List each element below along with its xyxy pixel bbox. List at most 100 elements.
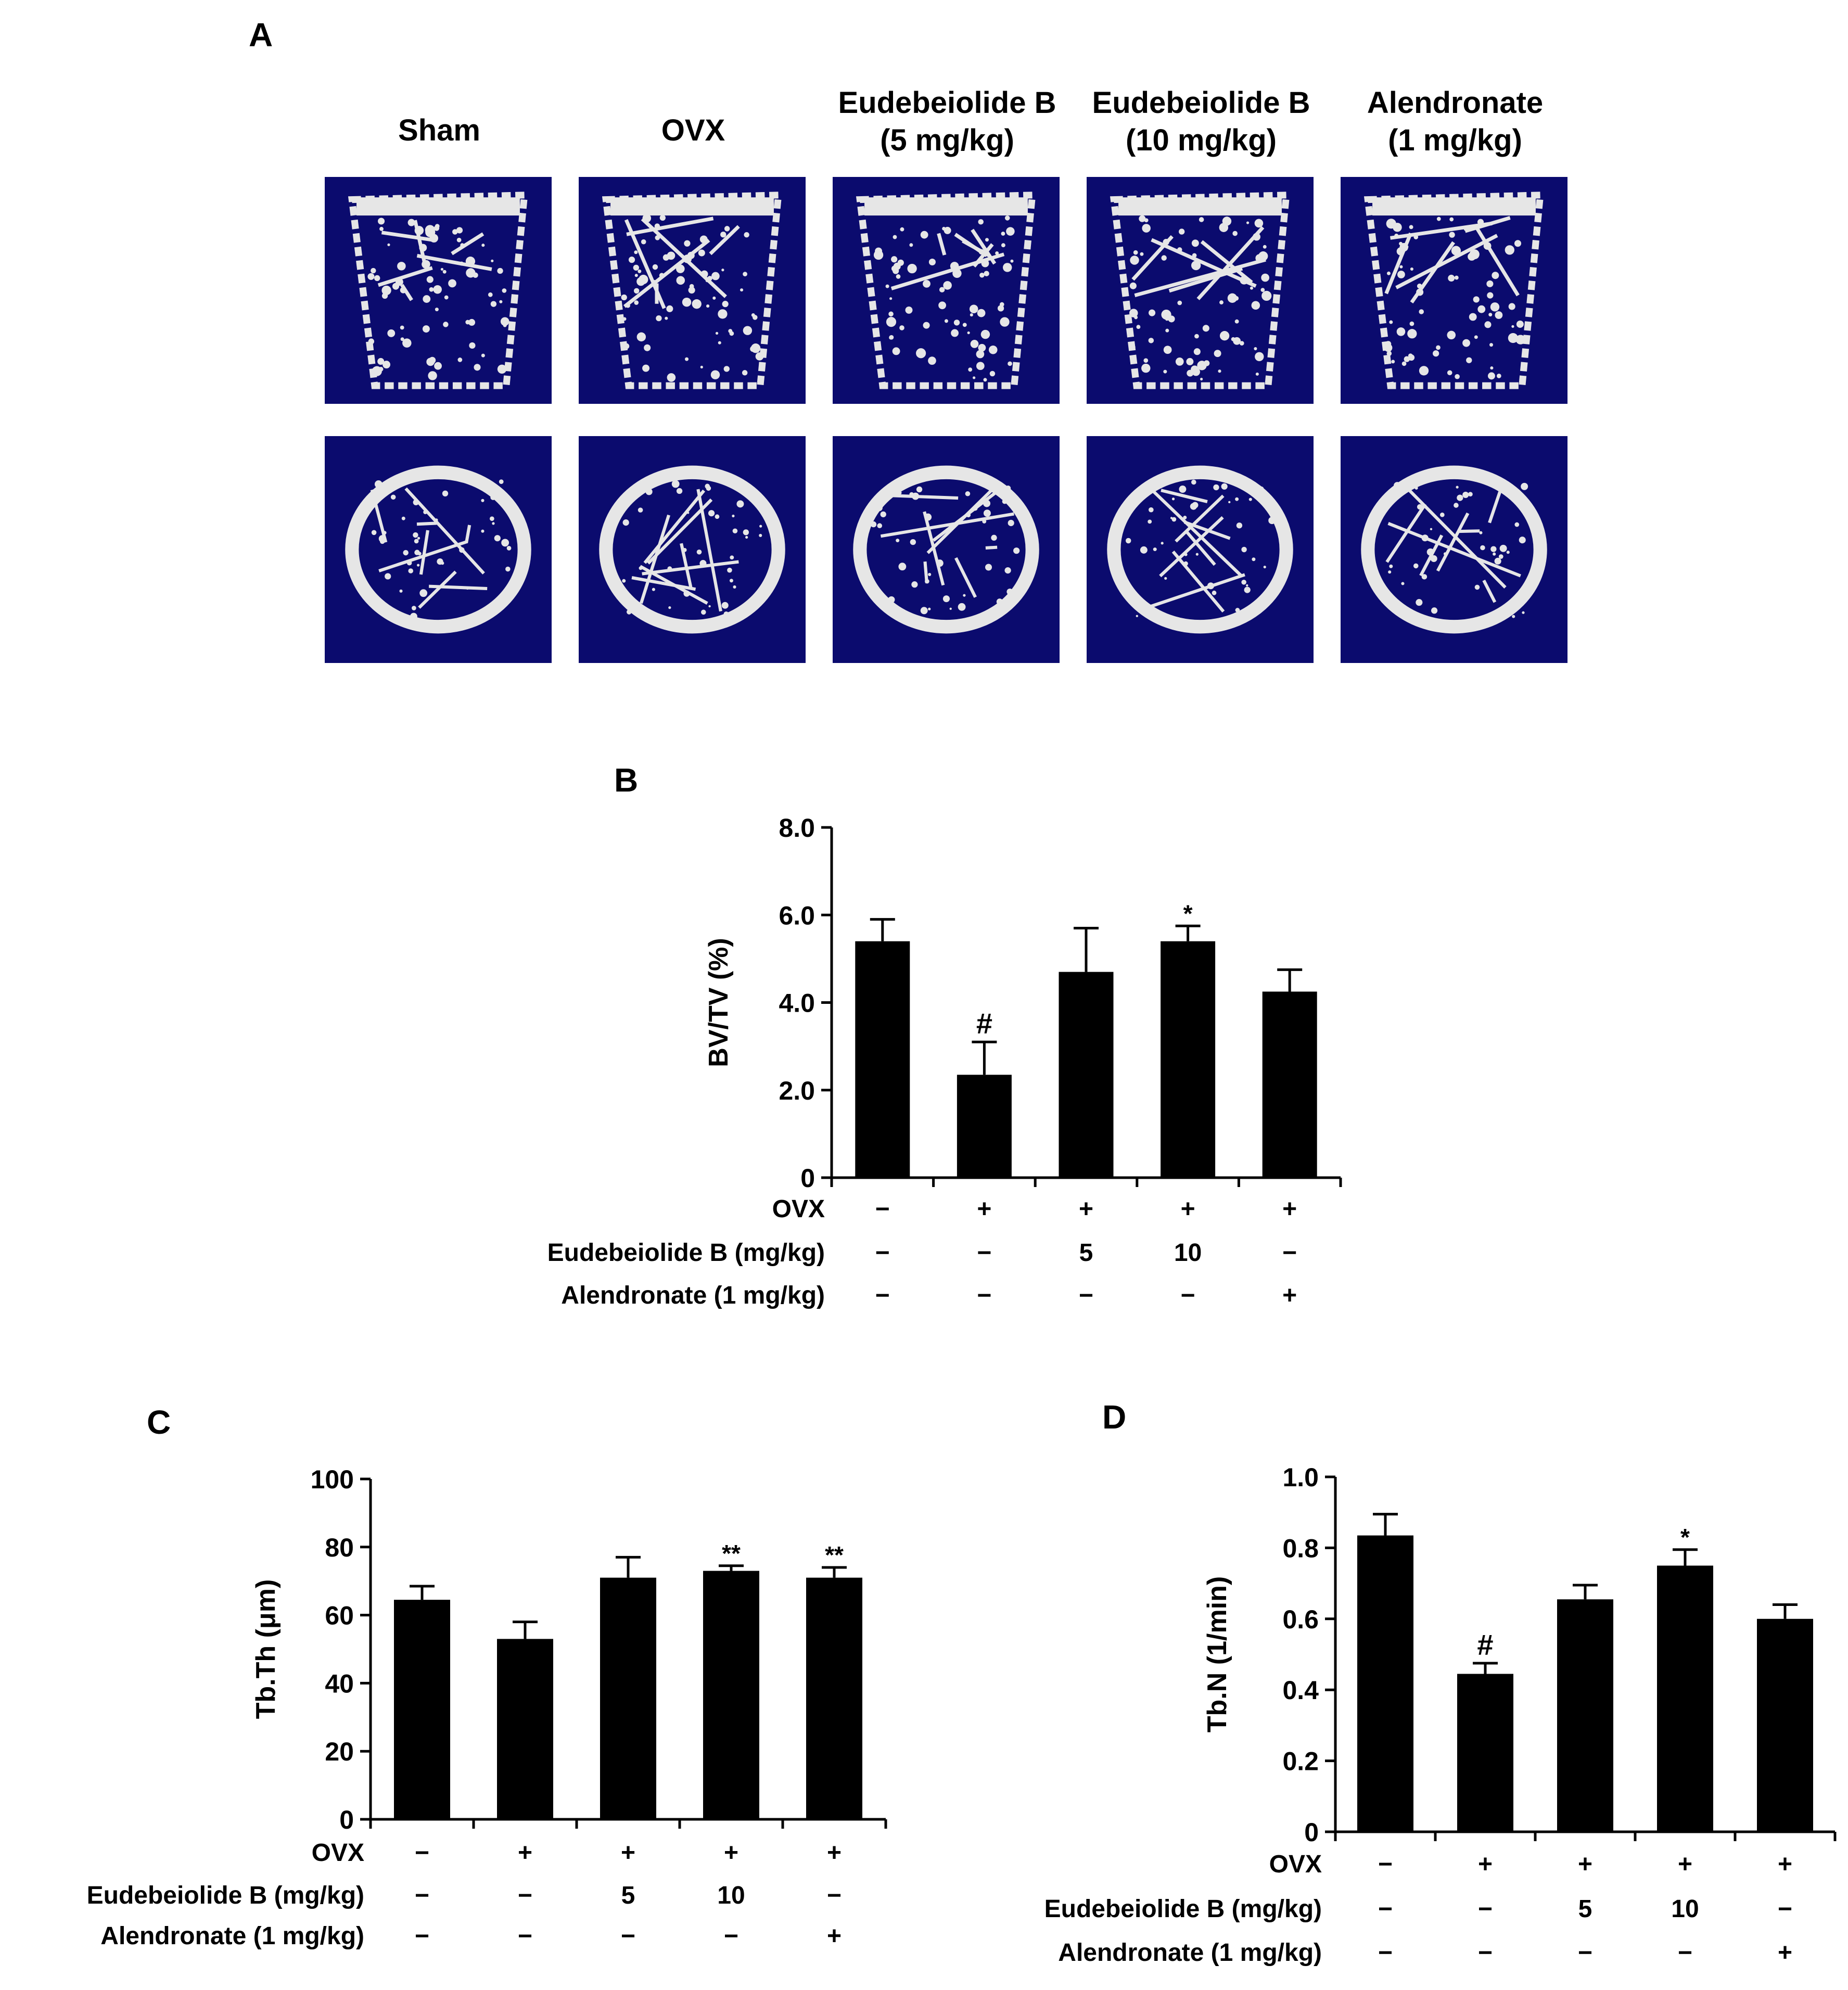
chart-d-condition-eudebeiolide: − bbox=[1778, 1895, 1792, 1923]
chart-d-y-tick-label: 0.8 bbox=[1282, 1534, 1319, 1563]
chart-b-y-tick-label: 6.0 bbox=[779, 901, 815, 930]
chart-d-condition-alendronate: − bbox=[1678, 1939, 1692, 1967]
chart-d-bar bbox=[1357, 1535, 1413, 1832]
chart-b-condition-alendronate: − bbox=[1079, 1282, 1093, 1309]
chart-d-bar bbox=[1557, 1599, 1613, 1832]
chart-d-bar bbox=[1657, 1565, 1713, 1832]
column-title-eudebeiolide-5: Eudebeiolide B (5 mg/kg) bbox=[838, 86, 1056, 157]
chart-d-y-tick-label: 0.4 bbox=[1282, 1676, 1319, 1705]
chart-b-condition-eudebeiolide: − bbox=[1282, 1239, 1297, 1267]
cross-section-microct-image-1 bbox=[325, 436, 552, 663]
chart-d-y-tick-label: 0 bbox=[1304, 1818, 1319, 1847]
chart-b-condition-eudebeiolide: − bbox=[875, 1239, 890, 1267]
chart-c-condition-ovx: + bbox=[827, 1839, 842, 1867]
chart-d-condition-eudebeiolide: − bbox=[1378, 1895, 1393, 1923]
chart-c-condition-ovx: + bbox=[621, 1839, 635, 1867]
chart-c-condition-alendronate: − bbox=[724, 1922, 738, 1950]
chart-b-condition-alendronate: + bbox=[1282, 1282, 1297, 1309]
longitudinal-microct-image-1 bbox=[325, 177, 552, 404]
chart-d-significance-mark: # bbox=[1477, 1628, 1493, 1661]
chart-c-y-tick-label: 40 bbox=[325, 1669, 354, 1698]
chart-c-significance-mark: ** bbox=[825, 1541, 844, 1568]
chart-b-condition-eudebeiolide: − bbox=[977, 1239, 991, 1267]
chart-d-condition-eudebeiolide: 5 bbox=[1578, 1895, 1592, 1923]
chart-c-condition-eudebeiolide: 10 bbox=[717, 1882, 745, 1909]
chart-b-bar bbox=[957, 1075, 1012, 1178]
chart-c-condition-ovx: + bbox=[518, 1839, 532, 1867]
chart-c-condition-alendronate: + bbox=[827, 1922, 842, 1950]
chart-b-significance-mark: # bbox=[976, 1007, 992, 1040]
chart-c-y-tick-label: 100 bbox=[311, 1465, 354, 1494]
chart-d-row-label-eudebeiolide: Eudebeiolide B (mg/kg) bbox=[1044, 1895, 1322, 1923]
chart-c-condition-eudebeiolide: 5 bbox=[621, 1882, 635, 1909]
panel-d-letter: D bbox=[1102, 1398, 1127, 1436]
chart-d-condition-alendronate: − bbox=[1578, 1939, 1592, 1967]
column-title-sham: Sham bbox=[398, 113, 480, 147]
chart-c-row-label-alendronate: Alendronate (1 mg/kg) bbox=[100, 1922, 364, 1950]
chart-d-y-tick-label: 0.6 bbox=[1282, 1605, 1319, 1634]
chart-d-condition-ovx: + bbox=[1478, 1851, 1493, 1878]
cross-section-microct-image-5 bbox=[1341, 436, 1567, 663]
chart-c-condition-eudebeiolide: − bbox=[518, 1882, 532, 1909]
chart-b-bar bbox=[1262, 991, 1317, 1178]
chart-d-y-tick-label: 0.2 bbox=[1282, 1747, 1319, 1776]
chart-b-y-tick-label: 0 bbox=[800, 1164, 815, 1193]
chart-b-condition-ovx: + bbox=[977, 1195, 991, 1223]
chart-b-y-tick-label: 8.0 bbox=[779, 813, 815, 843]
chart-d-condition-alendronate: − bbox=[1378, 1939, 1393, 1967]
chart-c-row-label-ovx: OVX bbox=[312, 1839, 364, 1867]
chart-c-condition-eudebeiolide: − bbox=[827, 1882, 842, 1909]
chart-b-condition-ovx: + bbox=[1181, 1195, 1195, 1223]
chart-d-y-axis-label: Tb.N (1/min) bbox=[1202, 1576, 1232, 1732]
chart-c-condition-alendronate: − bbox=[518, 1922, 532, 1950]
cross-section-microct-image-3 bbox=[833, 436, 1060, 663]
chart-c-condition-alendronate: − bbox=[621, 1922, 635, 1950]
longitudinal-microct-image-5 bbox=[1341, 177, 1567, 404]
chart-d-row-label-ovx: OVX bbox=[1269, 1851, 1322, 1878]
chart-c-y-tick-label: 80 bbox=[325, 1533, 354, 1562]
chart-b-condition-alendronate: − bbox=[875, 1282, 890, 1309]
column-title-alendronate: Alendronate (1 mg/kg) bbox=[1367, 86, 1544, 157]
panel-b-letter: B bbox=[614, 761, 639, 799]
panel-a-letter: A bbox=[249, 16, 273, 54]
chart-b-condition-eudebeiolide: 5 bbox=[1079, 1239, 1093, 1267]
chart-c-y-tick-label: 60 bbox=[325, 1601, 354, 1630]
chart-d-condition-ovx: − bbox=[1378, 1851, 1393, 1878]
panel-c-letter: C bbox=[147, 1404, 171, 1441]
cross-section-microct-image-4 bbox=[1087, 436, 1314, 663]
chart-b-bar bbox=[1161, 941, 1216, 1178]
chart-b-condition-alendronate: − bbox=[1181, 1282, 1195, 1309]
column-title-ovx: OVX bbox=[661, 113, 725, 147]
chart-b-y-axis-label: BV/TV (%) bbox=[704, 938, 734, 1067]
chart-c-bar bbox=[806, 1577, 862, 1819]
chart-c-bar bbox=[703, 1571, 759, 1819]
chart-d-condition-ovx: + bbox=[1578, 1851, 1592, 1878]
chart-c-bar bbox=[497, 1639, 553, 1819]
chart-b-row-label-eudebeiolide: Eudebeiolide B (mg/kg) bbox=[547, 1239, 825, 1267]
chart-c-condition-alendronate: − bbox=[415, 1922, 429, 1950]
chart-d-condition-ovx: + bbox=[1778, 1851, 1792, 1878]
chart-b-significance-mark: * bbox=[1183, 900, 1193, 927]
chart-b-bar bbox=[1059, 972, 1114, 1178]
chart-c-y-tick-label: 20 bbox=[325, 1737, 354, 1766]
chart-c-y-axis-label: Tb.Th (μm) bbox=[251, 1579, 281, 1719]
longitudinal-microct-image-4 bbox=[1087, 177, 1314, 404]
chart-b-condition-ovx: + bbox=[1282, 1195, 1297, 1223]
chart-d-row-label-alendronate: Alendronate (1 mg/kg) bbox=[1058, 1939, 1322, 1967]
chart-b-row-label-alendronate: Alendronate (1 mg/kg) bbox=[561, 1282, 825, 1309]
chart-d-condition-eudebeiolide: − bbox=[1478, 1895, 1493, 1923]
chart-b-condition-ovx: − bbox=[875, 1195, 890, 1223]
chart-d-y-tick-label: 1.0 bbox=[1282, 1463, 1319, 1492]
chart-b-y-tick-label: 4.0 bbox=[779, 989, 815, 1018]
chart-c-bar bbox=[600, 1577, 656, 1819]
longitudinal-microct-image-3 bbox=[833, 177, 1060, 404]
chart-c-condition-eudebeiolide: − bbox=[415, 1882, 429, 1909]
chart-d-condition-ovx: + bbox=[1678, 1851, 1692, 1878]
chart-b-bar bbox=[855, 941, 910, 1178]
chart-c-condition-ovx: − bbox=[415, 1839, 429, 1867]
chart-d-bar bbox=[1757, 1618, 1813, 1832]
chart-d-condition-eudebeiolide: 10 bbox=[1671, 1895, 1699, 1923]
chart-b-condition-ovx: + bbox=[1079, 1195, 1093, 1223]
cross-section-microct-image-2 bbox=[579, 436, 806, 663]
